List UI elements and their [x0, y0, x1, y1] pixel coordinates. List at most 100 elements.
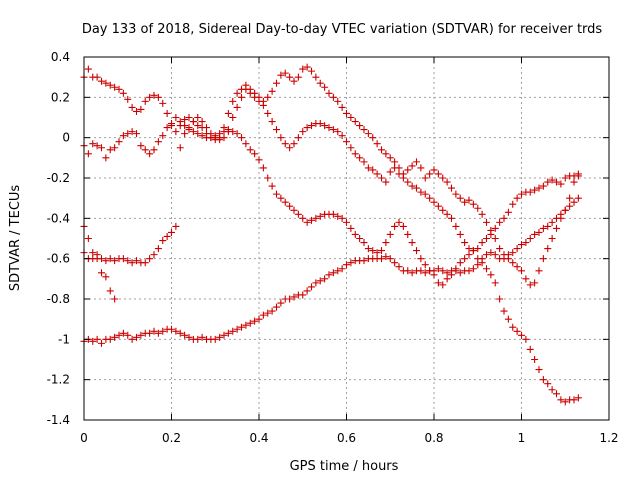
data-point: [203, 124, 210, 132]
data-point: [557, 396, 565, 404]
data-point: [456, 230, 464, 238]
data-point: [334, 128, 342, 136]
data-point: [181, 331, 189, 339]
data-point: [399, 222, 407, 230]
data-point: [312, 73, 320, 81]
data-point: [281, 198, 289, 206]
y-tick-label: -1: [58, 332, 70, 346]
data-point: [408, 269, 416, 277]
data-point: [89, 337, 97, 345]
data-point: [347, 224, 355, 232]
data-point: [356, 122, 364, 130]
data-point: [316, 79, 324, 87]
data-point: [434, 265, 442, 273]
data-point: [478, 255, 486, 263]
data-point: [531, 279, 539, 287]
data-point: [452, 267, 460, 275]
data-point: [448, 214, 455, 222]
data-point: [518, 267, 525, 275]
data-point: [128, 128, 136, 136]
data-point: [150, 327, 158, 335]
data-point: [128, 103, 136, 111]
data-point: [395, 170, 403, 178]
x-tick-label: 0.4: [249, 431, 268, 445]
data-point: [154, 93, 162, 101]
data-point: [255, 97, 263, 105]
data-point: [404, 267, 412, 275]
data-point: [216, 130, 224, 138]
y-axis-label: SDTVAR / TECUs: [8, 185, 23, 292]
data-point: [496, 295, 504, 303]
data-point: [535, 366, 543, 374]
data-point: [172, 222, 180, 230]
data-point: [347, 114, 355, 121]
data-point: [522, 335, 530, 343]
y-tick-label: -1.2: [47, 373, 70, 387]
data-point: [465, 196, 473, 204]
data-point: [93, 255, 101, 263]
x-tick-label: 1: [518, 431, 526, 445]
data-point: [233, 103, 241, 111]
data-point: [242, 85, 250, 93]
data-point: [522, 275, 530, 283]
data-point: [443, 178, 451, 186]
data-point: [89, 249, 97, 257]
data-point: [439, 174, 447, 182]
data-point: [338, 132, 346, 140]
data-point: [181, 122, 189, 130]
data-point: [382, 239, 390, 247]
data-point: [334, 212, 342, 220]
data-point: [343, 218, 350, 226]
data-point: [478, 210, 486, 218]
data-point: [106, 81, 114, 89]
data-point: [303, 63, 311, 71]
y-tick-label: -0.4: [47, 211, 70, 225]
data-point: [194, 335, 202, 343]
axis-ticks: 0 0.2 0.4 0.6 0.8 1 1.2 -1.4 -1.2 -1 -0.8 -0.6 -0.4 -…: [47, 50, 619, 445]
data-point: [321, 122, 329, 130]
x-axis-label: GPS time / hours: [290, 459, 399, 474]
data-point: [548, 218, 556, 226]
data-point: [351, 230, 359, 238]
data-point: [570, 396, 578, 404]
data-point: [154, 138, 162, 146]
data-point: [382, 178, 390, 186]
data-point: [386, 168, 394, 176]
data-point: [544, 380, 552, 388]
x-tick-label: 0: [80, 431, 88, 445]
data-point: [150, 251, 158, 259]
data-point: [102, 273, 110, 281]
data-point: [168, 228, 175, 236]
data-point: [119, 255, 127, 263]
data-point: [277, 299, 285, 307]
data-point: [168, 325, 175, 333]
data-point: [553, 178, 560, 186]
data-point: [264, 309, 272, 317]
data-point: [491, 235, 499, 242]
data-point: [233, 89, 241, 97]
data-point: [181, 130, 189, 138]
data-point: [312, 279, 320, 287]
data-point: [518, 190, 525, 198]
data-point: [273, 79, 280, 87]
data-point: [439, 267, 447, 275]
data-point: [487, 271, 495, 279]
data-point: [115, 331, 123, 339]
data-point: [176, 144, 184, 152]
data-point: [194, 122, 202, 130]
data-point: [321, 83, 329, 91]
data-point: [430, 166, 438, 174]
data-point: [570, 198, 578, 206]
data-point: [128, 335, 136, 343]
data-point: [137, 331, 145, 339]
data-point: [198, 333, 206, 341]
data-point: [308, 122, 315, 130]
data-point: [347, 144, 355, 152]
data-point: [84, 65, 92, 73]
data-point: [413, 184, 420, 192]
data-point: [264, 174, 272, 182]
data-point: [268, 182, 276, 190]
data-point: [456, 194, 464, 202]
data-point: [561, 174, 569, 182]
data-point: [469, 200, 477, 208]
